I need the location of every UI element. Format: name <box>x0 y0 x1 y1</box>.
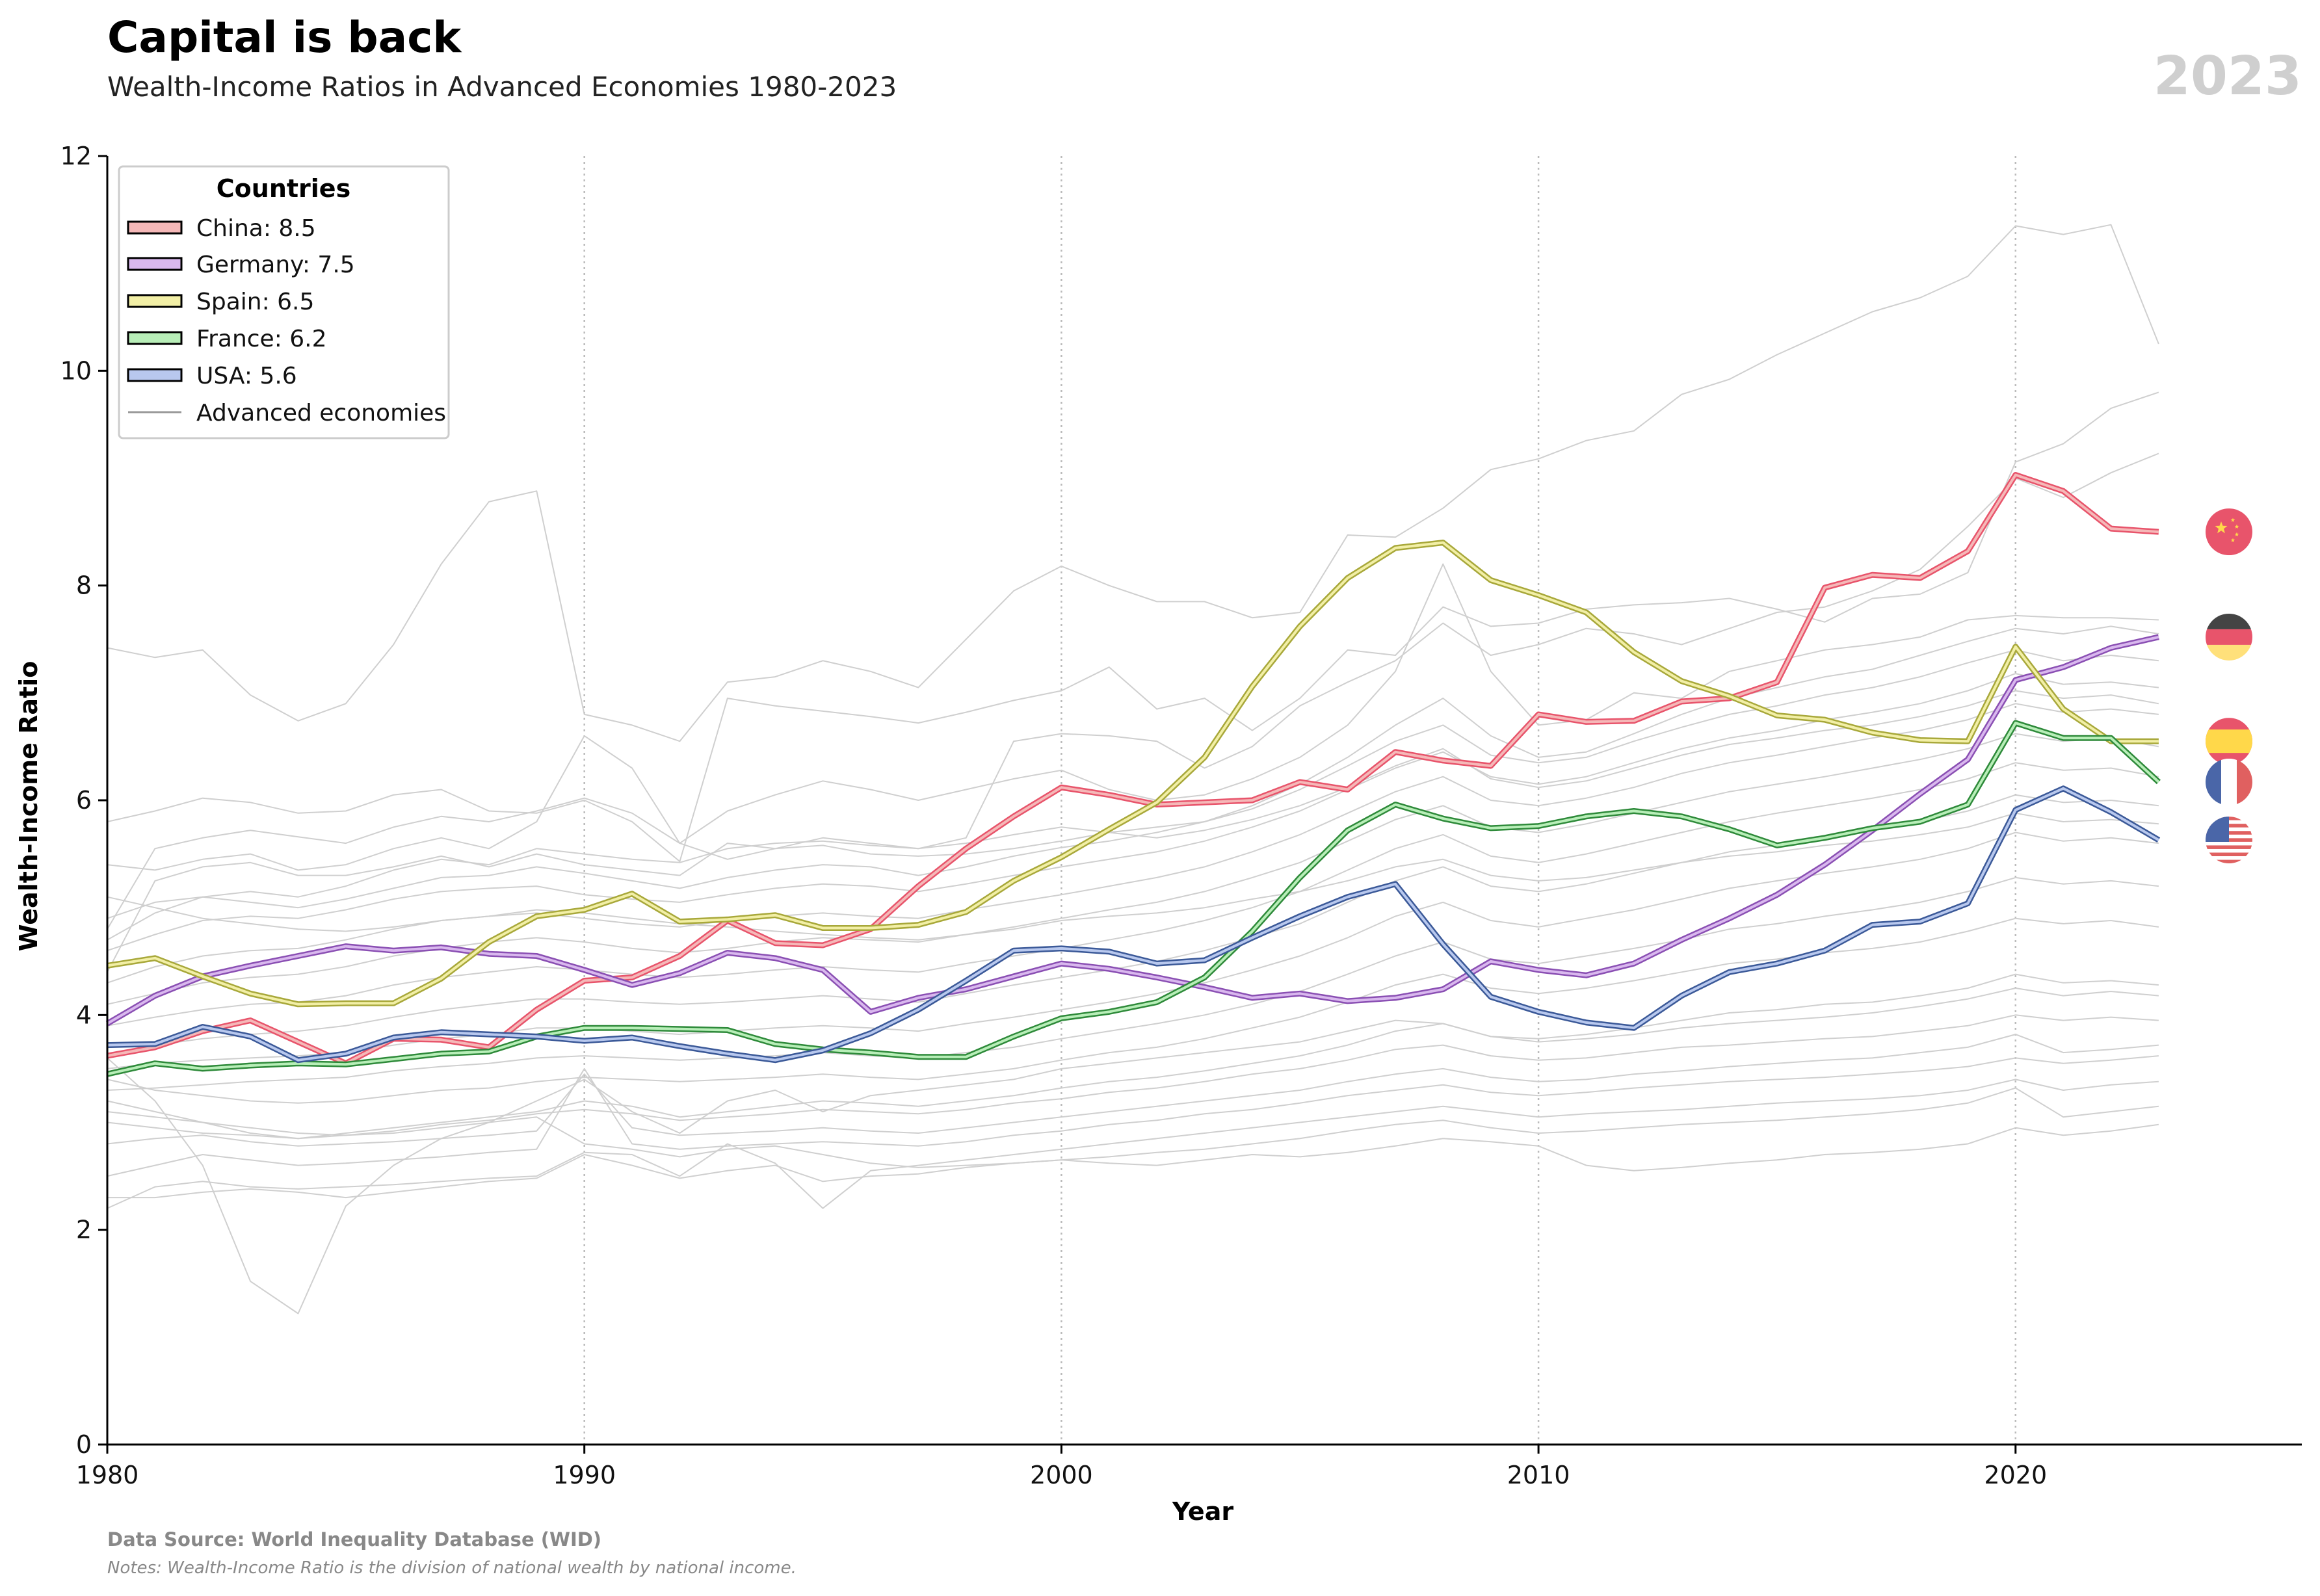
usa-flag-icon <box>2206 817 2252 864</box>
series-line-core <box>107 541 2159 1006</box>
x-axis-label: Year <box>1172 1497 1233 1526</box>
spain-flag-icon <box>2206 718 2252 765</box>
advanced-economy-line <box>107 733 2159 1005</box>
y-tick-label: 2 <box>76 1216 92 1244</box>
advanced-economy-line <box>107 1079 2159 1209</box>
x-tick-label: 1990 <box>553 1461 616 1489</box>
advanced-economy-line <box>107 988 2159 1140</box>
legend-item-usa: USA: 5.6 <box>127 363 297 389</box>
y-tick-label: 0 <box>76 1430 92 1459</box>
chart-title: Capital is back <box>107 12 462 62</box>
advanced-economy-line <box>107 876 2159 1091</box>
series-china <box>107 472 2159 1067</box>
y-tick-label: 8 <box>76 571 92 600</box>
advanced-economy-line <box>107 1111 2159 1171</box>
china-flag-icon <box>2206 508 2252 556</box>
y-tick-label: 10 <box>60 356 92 385</box>
advanced-economy-line <box>107 391 2159 863</box>
year-stamp: 2023 <box>2154 46 2302 107</box>
legend-box <box>118 165 450 439</box>
advanced-economy-line <box>107 831 2159 1069</box>
legend-item-spain: Spain: 6.5 <box>127 289 314 315</box>
x-tick-label: 2020 <box>1984 1461 2047 1489</box>
advanced-economy-line <box>107 224 2159 742</box>
legend-swatch <box>127 368 183 382</box>
series-germany <box>105 634 2159 1027</box>
advanced-economies-lines <box>107 224 2159 1315</box>
advanced-economy-line <box>107 1055 2159 1177</box>
advanced-economy-line <box>107 649 2159 919</box>
series-france <box>107 720 2161 1077</box>
series-usa <box>107 785 2161 1064</box>
advanced-economy-line <box>107 1014 2159 1140</box>
advanced-economy-line <box>107 625 2159 973</box>
germany-flag-icon <box>2206 613 2252 661</box>
x-tick-label: 1980 <box>76 1461 139 1489</box>
legend-item-advanced-economies: Advanced economies <box>128 400 446 426</box>
legend-swatch <box>127 331 183 345</box>
y-tick-label: 6 <box>76 786 92 815</box>
highlighted-country-lines <box>105 472 2161 1077</box>
country-flags <box>2206 508 2252 864</box>
france-flag-icon <box>2206 758 2252 805</box>
legend-title: Countries <box>217 174 350 203</box>
advanced-economy-line <box>107 673 2159 952</box>
legend-item-germany: Germany: 7.5 <box>127 252 355 278</box>
advanced-economy-line <box>107 563 2159 930</box>
series-line-core <box>106 635 2159 1025</box>
series-line-core <box>107 722 2160 1076</box>
series-spain <box>107 540 2159 1008</box>
legend-label: France: 6.2 <box>196 326 327 352</box>
y-tick-label: 4 <box>76 1001 92 1029</box>
legend-label: Advanced economies <box>196 400 446 426</box>
advanced-economy-line <box>107 1087 2159 1199</box>
legend-label: USA: 5.6 <box>196 363 297 389</box>
vertical-gridlines <box>583 156 2017 1445</box>
advanced-economy-line <box>107 812 2159 941</box>
legend-item-france: France: 6.2 <box>127 326 327 352</box>
legend-swatch <box>127 220 183 235</box>
advanced-economy-line <box>107 762 2159 1027</box>
advanced-economy-line <box>107 452 2159 871</box>
legend-label: Germany: 7.5 <box>196 252 355 278</box>
legend-swatch <box>127 294 183 308</box>
series-line-outline <box>107 720 2161 1077</box>
legend: Countries China: 8.5 Germany: 7.5 Spain: 6… <box>118 165 450 439</box>
y-axis-label: Wealth-Income Ratio <box>14 661 43 952</box>
x-tick-label: 2000 <box>1030 1461 1093 1489</box>
advanced-economy-line <box>107 973 2159 1315</box>
legend-item-china: China: 8.5 <box>127 215 316 242</box>
advanced-economy-line <box>107 1034 2159 1147</box>
series-line-core <box>107 787 2159 1062</box>
chart-subtitle: Wealth-Income Ratios in Advanced Economi… <box>107 71 897 103</box>
chart-notes: Notes: Wealth-Income Ratio is the divisi… <box>107 1558 797 1578</box>
y-tick-label: 12 <box>60 142 92 170</box>
legend-label: China: 8.5 <box>196 215 316 242</box>
legend-label: Spain: 6.5 <box>196 289 314 315</box>
legend-swatch <box>127 257 183 271</box>
advanced-economy-line <box>107 690 2159 941</box>
axes: 0 2 4 6 8 10 12 1980 1990 2000 2010 2020 <box>60 142 2302 1489</box>
x-tick-label: 2010 <box>1507 1461 1570 1489</box>
data-source: Data Source: World Inequality Database (… <box>107 1528 601 1550</box>
series-line-core <box>107 473 2159 1065</box>
